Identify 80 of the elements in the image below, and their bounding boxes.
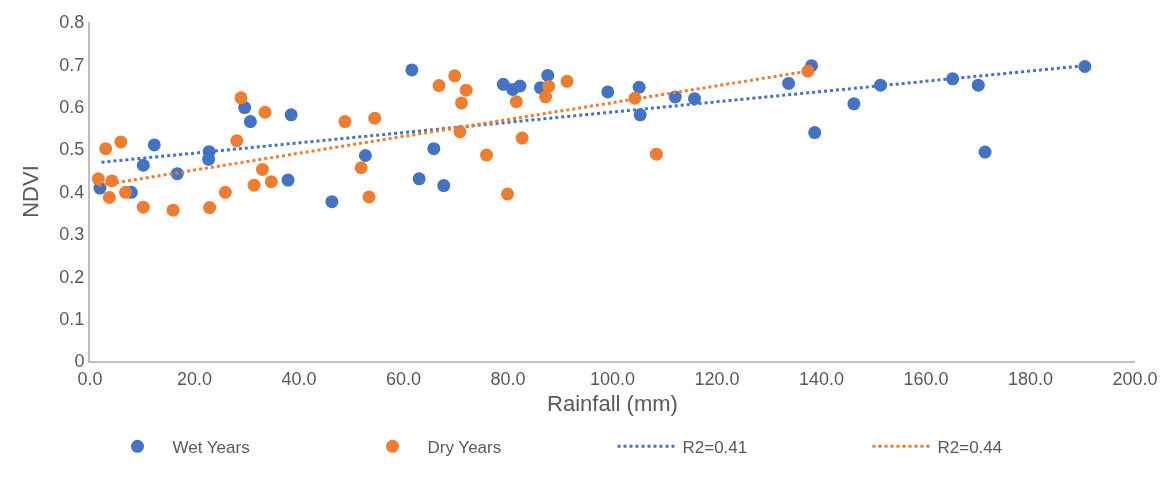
- point: [362, 190, 376, 204]
- x-tick-label: 60.0: [385, 368, 422, 389]
- point: [432, 79, 446, 93]
- point: [455, 96, 468, 110]
- y-tick-label: 0.1: [59, 308, 85, 329]
- x-tick-label: 20.0: [176, 368, 213, 389]
- point: [119, 185, 133, 199]
- point: [166, 203, 180, 217]
- point: [203, 201, 217, 215]
- y-tick-label: 0.8: [59, 12, 85, 33]
- point: [368, 111, 382, 125]
- legend-label: R2=0.41: [682, 437, 748, 457]
- point: [99, 142, 113, 156]
- point: [448, 69, 462, 83]
- x-tick-label: 100.0: [589, 368, 636, 389]
- point: [509, 95, 523, 109]
- point: [649, 147, 663, 161]
- point: [234, 91, 248, 105]
- x-axis-title: Rainfall (mm): [547, 391, 678, 416]
- point: [243, 115, 257, 129]
- point: [500, 187, 514, 201]
- point: [459, 83, 473, 97]
- point: [247, 178, 261, 192]
- y-tick-label: 0.7: [59, 54, 85, 75]
- point: [539, 90, 553, 104]
- legend-label: Wet Years: [172, 437, 250, 457]
- point: [808, 126, 822, 140]
- point: [847, 97, 861, 111]
- legend-label: R2=0.44: [937, 437, 1003, 457]
- point: [633, 108, 647, 122]
- point: [978, 145, 992, 159]
- point: [688, 92, 702, 106]
- y-tick-label: 0.3: [59, 224, 85, 245]
- point: [136, 200, 150, 214]
- point: [405, 63, 419, 77]
- x-tick-label: 80.0: [490, 368, 526, 389]
- point: [601, 85, 615, 99]
- point: [147, 138, 161, 152]
- x-tick-label: 140.0: [798, 368, 845, 389]
- point: [427, 142, 441, 156]
- point: [412, 172, 426, 186]
- x-tick-label: 160.0: [903, 368, 949, 389]
- x-tick-label: 180.0: [1007, 368, 1054, 389]
- x-tick-label: 120.0: [694, 368, 740, 389]
- point: [255, 162, 269, 176]
- point: [284, 108, 298, 122]
- point: [782, 76, 796, 90]
- point: [1078, 59, 1092, 73]
- point: [264, 175, 278, 189]
- y-tick-label: 0.6: [59, 97, 85, 118]
- point: [325, 195, 339, 209]
- point: [515, 131, 529, 145]
- point: [437, 179, 451, 193]
- point: [358, 148, 372, 162]
- y-tick-label: 0.2: [59, 266, 85, 287]
- point: [541, 68, 555, 82]
- point: [136, 158, 150, 172]
- point: [496, 77, 510, 91]
- point: [258, 105, 272, 119]
- point: [560, 74, 574, 88]
- point: [632, 80, 646, 94]
- x-tick-label: 40.0: [281, 368, 317, 389]
- point: [114, 135, 128, 149]
- point: [480, 148, 494, 162]
- point: [542, 79, 556, 93]
- point: [354, 161, 368, 175]
- point: [230, 134, 244, 148]
- point: [218, 185, 232, 199]
- point: [971, 78, 985, 92]
- point: [281, 173, 295, 187]
- y-tick-label: 0.4: [59, 181, 85, 202]
- point: [102, 190, 116, 204]
- point: [801, 64, 815, 78]
- y-tick-label: 0.5: [59, 139, 85, 160]
- point: [513, 79, 527, 93]
- x-tick-label: 200.0: [1112, 368, 1158, 389]
- y-axis-title: NDVI: [17, 165, 43, 218]
- legend-label: Dry Years: [427, 437, 502, 457]
- point: [338, 115, 352, 129]
- point: [91, 172, 105, 186]
